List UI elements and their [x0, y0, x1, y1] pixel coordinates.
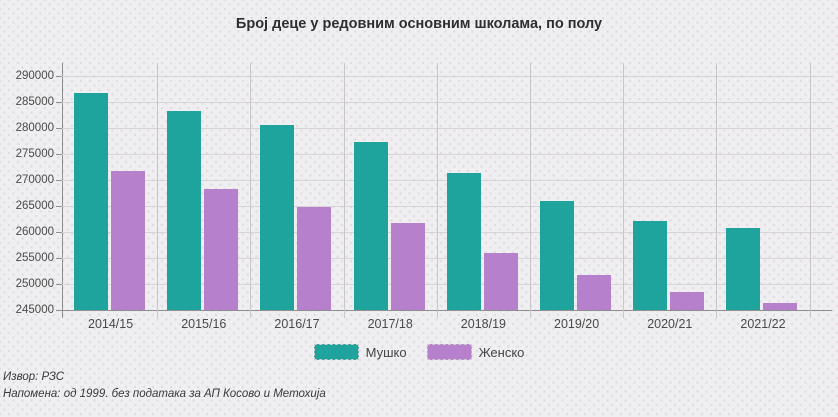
- x-axis-tick-label: 2018/19: [460, 317, 506, 331]
- y-axis-tick-mark: [56, 180, 62, 181]
- y-axis-tick-label: 280000: [15, 122, 54, 134]
- x-band-separator: [623, 63, 625, 318]
- y-axis-tick-label: 275000: [15, 148, 54, 160]
- bar-male: [726, 228, 761, 310]
- legend-swatch-male: [313, 344, 359, 360]
- legend-label-male: Мушко: [365, 344, 407, 360]
- y-axis-tick-label: 290000: [15, 70, 54, 82]
- bar-male: [353, 142, 388, 310]
- bar-female: [670, 292, 705, 310]
- bar-male: [167, 111, 202, 310]
- y-axis-tick-mark: [56, 258, 62, 259]
- y-gridline: [62, 128, 832, 129]
- x-axis-line: [62, 310, 832, 311]
- y-axis-tick-label: 260000: [15, 226, 54, 238]
- bar-female: [390, 222, 425, 310]
- legend-swatch-female: [426, 344, 472, 360]
- y-axis-line: [62, 63, 63, 318]
- bar-female: [111, 171, 145, 310]
- bar-female: [297, 206, 332, 310]
- bar-male: [260, 125, 295, 310]
- plot-area: [62, 63, 832, 318]
- bar-female: [483, 252, 518, 310]
- source-note: Извор: РЗС: [3, 371, 65, 383]
- bar-male: [446, 172, 481, 310]
- x-band-separator: [809, 63, 811, 318]
- bar-male: [74, 92, 108, 310]
- y-axis-tick-mark: [56, 206, 62, 207]
- legend-entry-female: Женско: [426, 344, 525, 360]
- x-band-separator: [250, 63, 252, 318]
- x-axis-tick-label: 2019/20: [554, 317, 600, 331]
- y-axis-tick-mark: [56, 76, 62, 77]
- y-axis-tick-mark: [56, 310, 62, 311]
- x-band-separator: [436, 63, 438, 318]
- bar-female: [204, 189, 239, 310]
- y-axis-tick-mark: [56, 284, 62, 285]
- x-band-separator: [343, 63, 345, 318]
- y-axis-tick-mark: [56, 232, 62, 233]
- chart-title: Број деце у редовним основним школама, п…: [235, 16, 603, 32]
- x-axis-tick-label: 2016/17: [274, 317, 320, 331]
- y-axis-tick-label: 285000: [15, 96, 54, 108]
- x-axis-tick-label: 2014/15: [88, 317, 134, 331]
- footnote: Напомена: од 1999. без података за АП Ко…: [3, 388, 326, 400]
- y-axis-tick-label: 255000: [15, 252, 54, 264]
- x-band-separator: [157, 63, 159, 318]
- chart-footer: Извор: РЗС Напомена: од 1999. без подата…: [3, 369, 326, 403]
- x-band-separator: [716, 63, 718, 318]
- bar-male: [633, 221, 668, 310]
- x-axis-tick-label: 2015/16: [181, 317, 227, 331]
- y-axis-tick-label: 245000: [15, 304, 54, 316]
- legend-entry-male: Мушко: [313, 344, 407, 360]
- y-axis-tick-mark: [56, 102, 62, 103]
- y-axis-tick-label: 250000: [15, 278, 54, 290]
- x-axis-tick-label: 2017/18: [367, 317, 413, 331]
- y-axis-tick-label: 270000: [15, 174, 54, 186]
- y-gridline: [62, 102, 832, 103]
- y-axis-tick-label: 265000: [15, 200, 54, 212]
- legend-label-female: Женско: [478, 344, 525, 360]
- bar-female: [763, 302, 798, 310]
- bar-female: [577, 275, 611, 310]
- y-axis-tick-mark: [56, 128, 62, 129]
- y-gridline: [62, 76, 832, 77]
- x-band-separator: [530, 63, 531, 318]
- x-axis-tick-label: 2021/22: [740, 317, 786, 331]
- y-axis-tick-mark: [56, 154, 62, 155]
- legend: Мушко Женско: [0, 344, 838, 360]
- y-gridline: [62, 154, 832, 155]
- x-axis-tick-label: 2020/21: [647, 317, 693, 331]
- bar-male: [540, 201, 574, 310]
